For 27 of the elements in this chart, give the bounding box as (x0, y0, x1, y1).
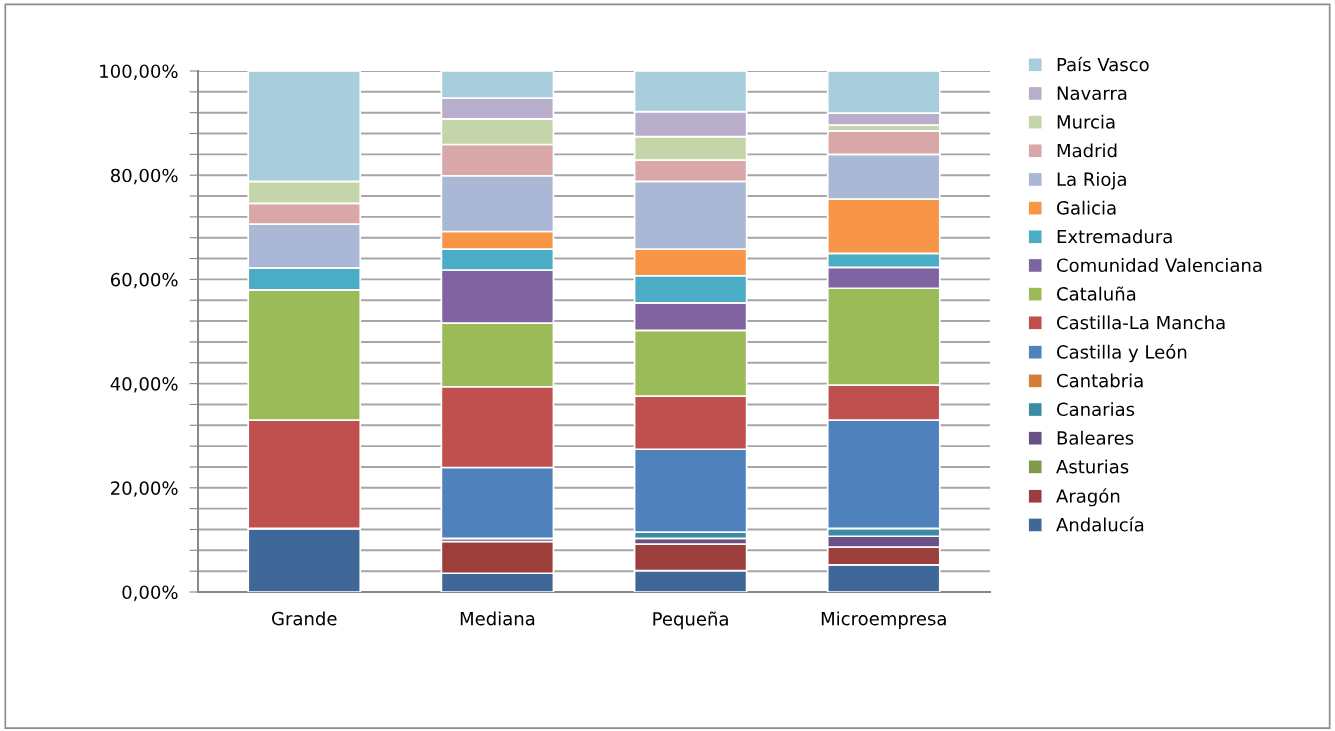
legend-label: País Vasco (1057, 56, 1149, 72)
x-tick-label: Grande (272, 611, 337, 626)
legend-label: Baleares (1057, 430, 1134, 445)
legend-label: Murcia (1057, 114, 1115, 129)
y-tick-label: 0,00% (122, 585, 178, 601)
legend-label: Castilla-La Mancha (1057, 315, 1225, 330)
legend-label: Aragón (1056, 488, 1120, 507)
legend-label: Castilla y León (1057, 344, 1187, 363)
y-tick-label: 100,00% (100, 64, 178, 80)
legend-label: Cantabria (1057, 373, 1143, 388)
y-tick-label: 80,00% (110, 168, 178, 185)
legend-label: Andalucía (1056, 516, 1144, 532)
legend-label: Madrid (1057, 143, 1117, 158)
legend-label: Galicia (1057, 200, 1116, 215)
legend-label: Asturias (1056, 459, 1129, 474)
legend-label: Navarra (1057, 86, 1127, 101)
legend-label: La Rioja (1057, 172, 1126, 190)
legend-label: Canarias (1057, 402, 1135, 417)
y-tick-label: 60,00% (110, 272, 178, 289)
y-tick-label: 20,00% (111, 481, 178, 497)
legend-label: Extremadura (1057, 229, 1172, 244)
y-tick-label: 40,00% (110, 377, 178, 393)
legend-label: Cataluña (1057, 286, 1136, 301)
legend-label: Comunidad Valenciana (1057, 258, 1262, 273)
x-tick-label: Pequeña (653, 611, 728, 630)
x-tick-label: Microempresa (821, 611, 946, 629)
x-tick-label: Mediana (460, 611, 535, 626)
